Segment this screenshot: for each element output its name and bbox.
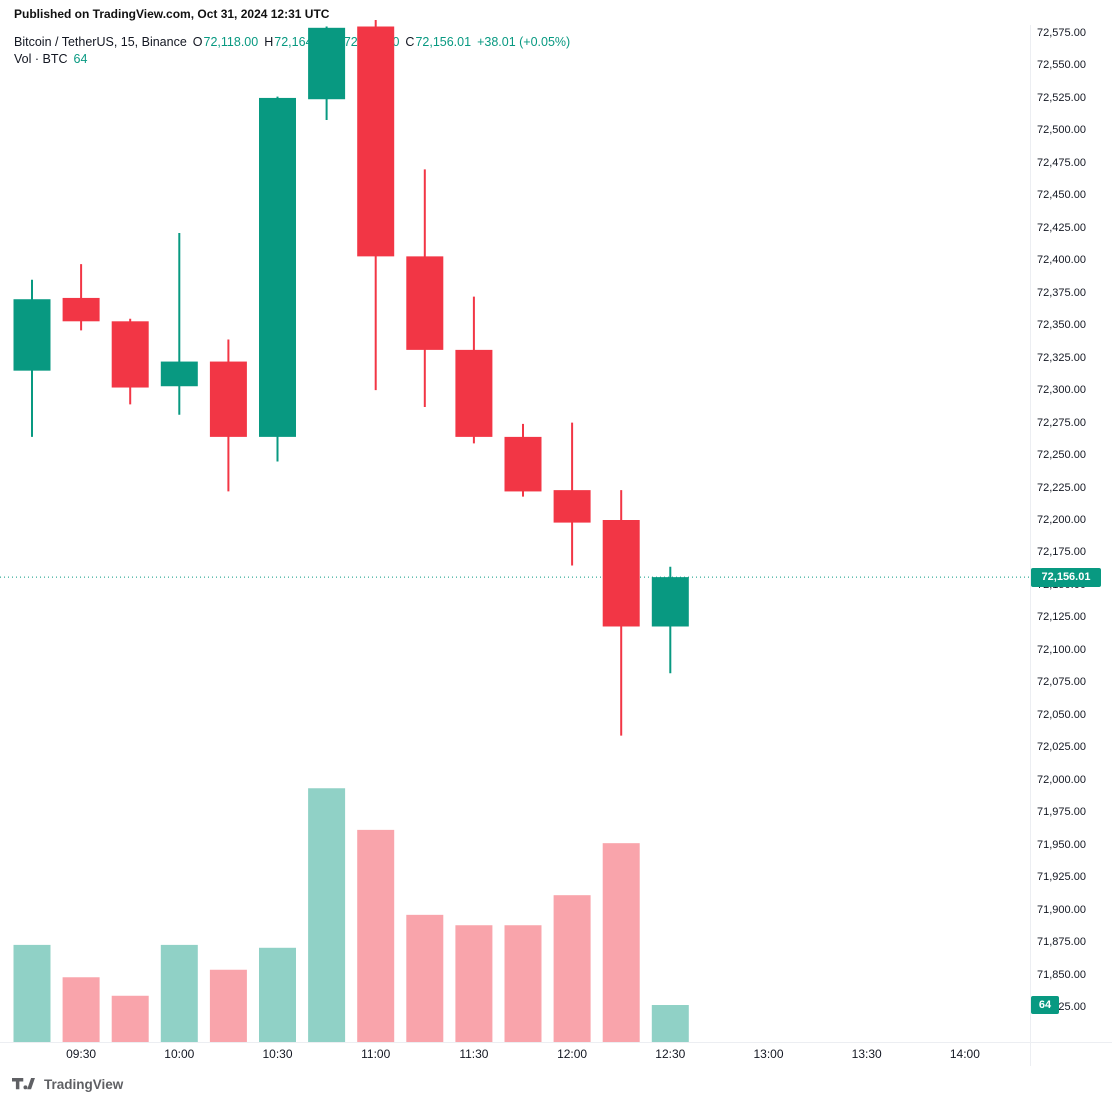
time-tick-label: 10:30 [262, 1047, 293, 1061]
time-tick-label: 11:00 [361, 1047, 391, 1061]
volume-bar [651, 1005, 689, 1042]
volume-label: Vol · BTC [14, 52, 68, 66]
price-tick-label: 72,425.00 [1037, 221, 1086, 234]
price-tick-label: 72,350.00 [1037, 319, 1086, 332]
price-tick-label: 71,875.00 [1037, 936, 1086, 949]
tradingview-logo-icon [12, 1078, 35, 1090]
price-tick-label: 72,225.00 [1037, 481, 1086, 494]
price-tick-label: 72,075.00 [1037, 676, 1086, 689]
volume-bar [160, 944, 198, 1042]
price-change: +38.01 (+0.05%) [477, 35, 571, 49]
price-tick-label: 72,475.00 [1037, 156, 1086, 169]
candle-body [553, 490, 591, 523]
price-tick-label: 72,325.00 [1037, 351, 1086, 364]
last-volume-badge: 64 [1031, 996, 1059, 1014]
candle-body [160, 361, 198, 387]
time-tick-label: 10:00 [164, 1047, 195, 1061]
symbol-title[interactable]: Bitcoin / TetherUS, 15, Binance [14, 35, 187, 49]
volume-bar [13, 944, 51, 1042]
candle-body [602, 520, 640, 627]
volume-bar [406, 914, 444, 1042]
price-tick-label: 72,450.00 [1037, 189, 1086, 202]
price-tick-label: 71,950.00 [1037, 838, 1086, 851]
time-tick-label: 09:30 [66, 1047, 97, 1061]
footer-brand[interactable]: TradingView [12, 1077, 123, 1092]
price-tick-label: 72,200.00 [1037, 514, 1086, 526]
price-tick-label: 71,900.00 [1037, 903, 1086, 916]
volume-bar [357, 829, 395, 1042]
price-tick-label: 72,025.00 [1037, 741, 1086, 754]
last-price-badge: 72,156.01 [1031, 567, 1101, 587]
price-tick-label: 72,550.00 [1037, 59, 1086, 72]
price-tick-label: 72,175.00 [1037, 546, 1086, 559]
time-tick-label: 12:30 [655, 1047, 686, 1061]
published-caption: Published on TradingView.com, Oct 31, 20… [14, 7, 330, 21]
time-tick-label: 12:00 [557, 1047, 588, 1061]
legend-volume-row: Vol · BTC 64 [14, 51, 570, 68]
candle-body [406, 256, 444, 350]
price-tick-label: 72,275.00 [1037, 416, 1086, 429]
volume-value: 64 [73, 52, 88, 66]
volume-bar [553, 895, 591, 1042]
brand-name: TradingView [44, 1077, 124, 1092]
price-tick-label: 72,000.00 [1037, 773, 1086, 786]
price-tick-label: 72,300.00 [1037, 384, 1086, 397]
volume-bar [259, 947, 296, 1042]
price-axis-border [1030, 25, 1031, 1066]
price-tick-label: 72,375.00 [1037, 286, 1086, 299]
candle-body [357, 26, 395, 257]
candle-body [209, 361, 247, 437]
volume-bar [455, 925, 493, 1042]
volume-bar [602, 843, 640, 1042]
candle-body [308, 27, 346, 100]
volume-bar [504, 925, 542, 1042]
candle-body [62, 297, 100, 322]
time-tick-label: 13:00 [753, 1047, 784, 1061]
price-tick-label: 72,400.00 [1037, 254, 1086, 267]
price-tick-label: 72,500.00 [1037, 124, 1086, 137]
volume-bar [308, 788, 346, 1042]
candle-body [111, 321, 149, 388]
price-tick-label: 71,975.00 [1037, 806, 1086, 819]
price-tick-label: 72,250.00 [1037, 449, 1086, 462]
candle-body [13, 299, 51, 371]
candle-body [455, 349, 493, 437]
price-tick-label: 72,050.00 [1037, 708, 1086, 721]
candle-body [259, 97, 296, 437]
time-tick-label: 13:30 [851, 1047, 882, 1061]
price-tick-label: 72,525.00 [1037, 91, 1086, 104]
time-tick-label: 11:30 [459, 1047, 489, 1061]
ohlc-close: C 72,156.01 [405, 35, 472, 49]
candlestick-chart[interactable] [0, 0, 1030, 1042]
candle-body [504, 436, 542, 492]
volume-bar [62, 977, 100, 1042]
candle-body [651, 577, 689, 627]
price-tick-label: 72,100.00 [1037, 643, 1086, 656]
price-tick-label: 72,575.00 [1037, 27, 1086, 39]
ohlc-open: O 72,118.00 [192, 35, 259, 49]
time-tick-label: 14:00 [949, 1047, 980, 1061]
volume-bar [209, 969, 247, 1042]
price-tick-label: 71,925.00 [1037, 871, 1086, 884]
volume-bar [111, 995, 149, 1042]
price-tick-label: 71,850.00 [1037, 968, 1086, 981]
time-axis-border [0, 1042, 1112, 1043]
price-tick-label: 72,125.00 [1037, 611, 1086, 624]
